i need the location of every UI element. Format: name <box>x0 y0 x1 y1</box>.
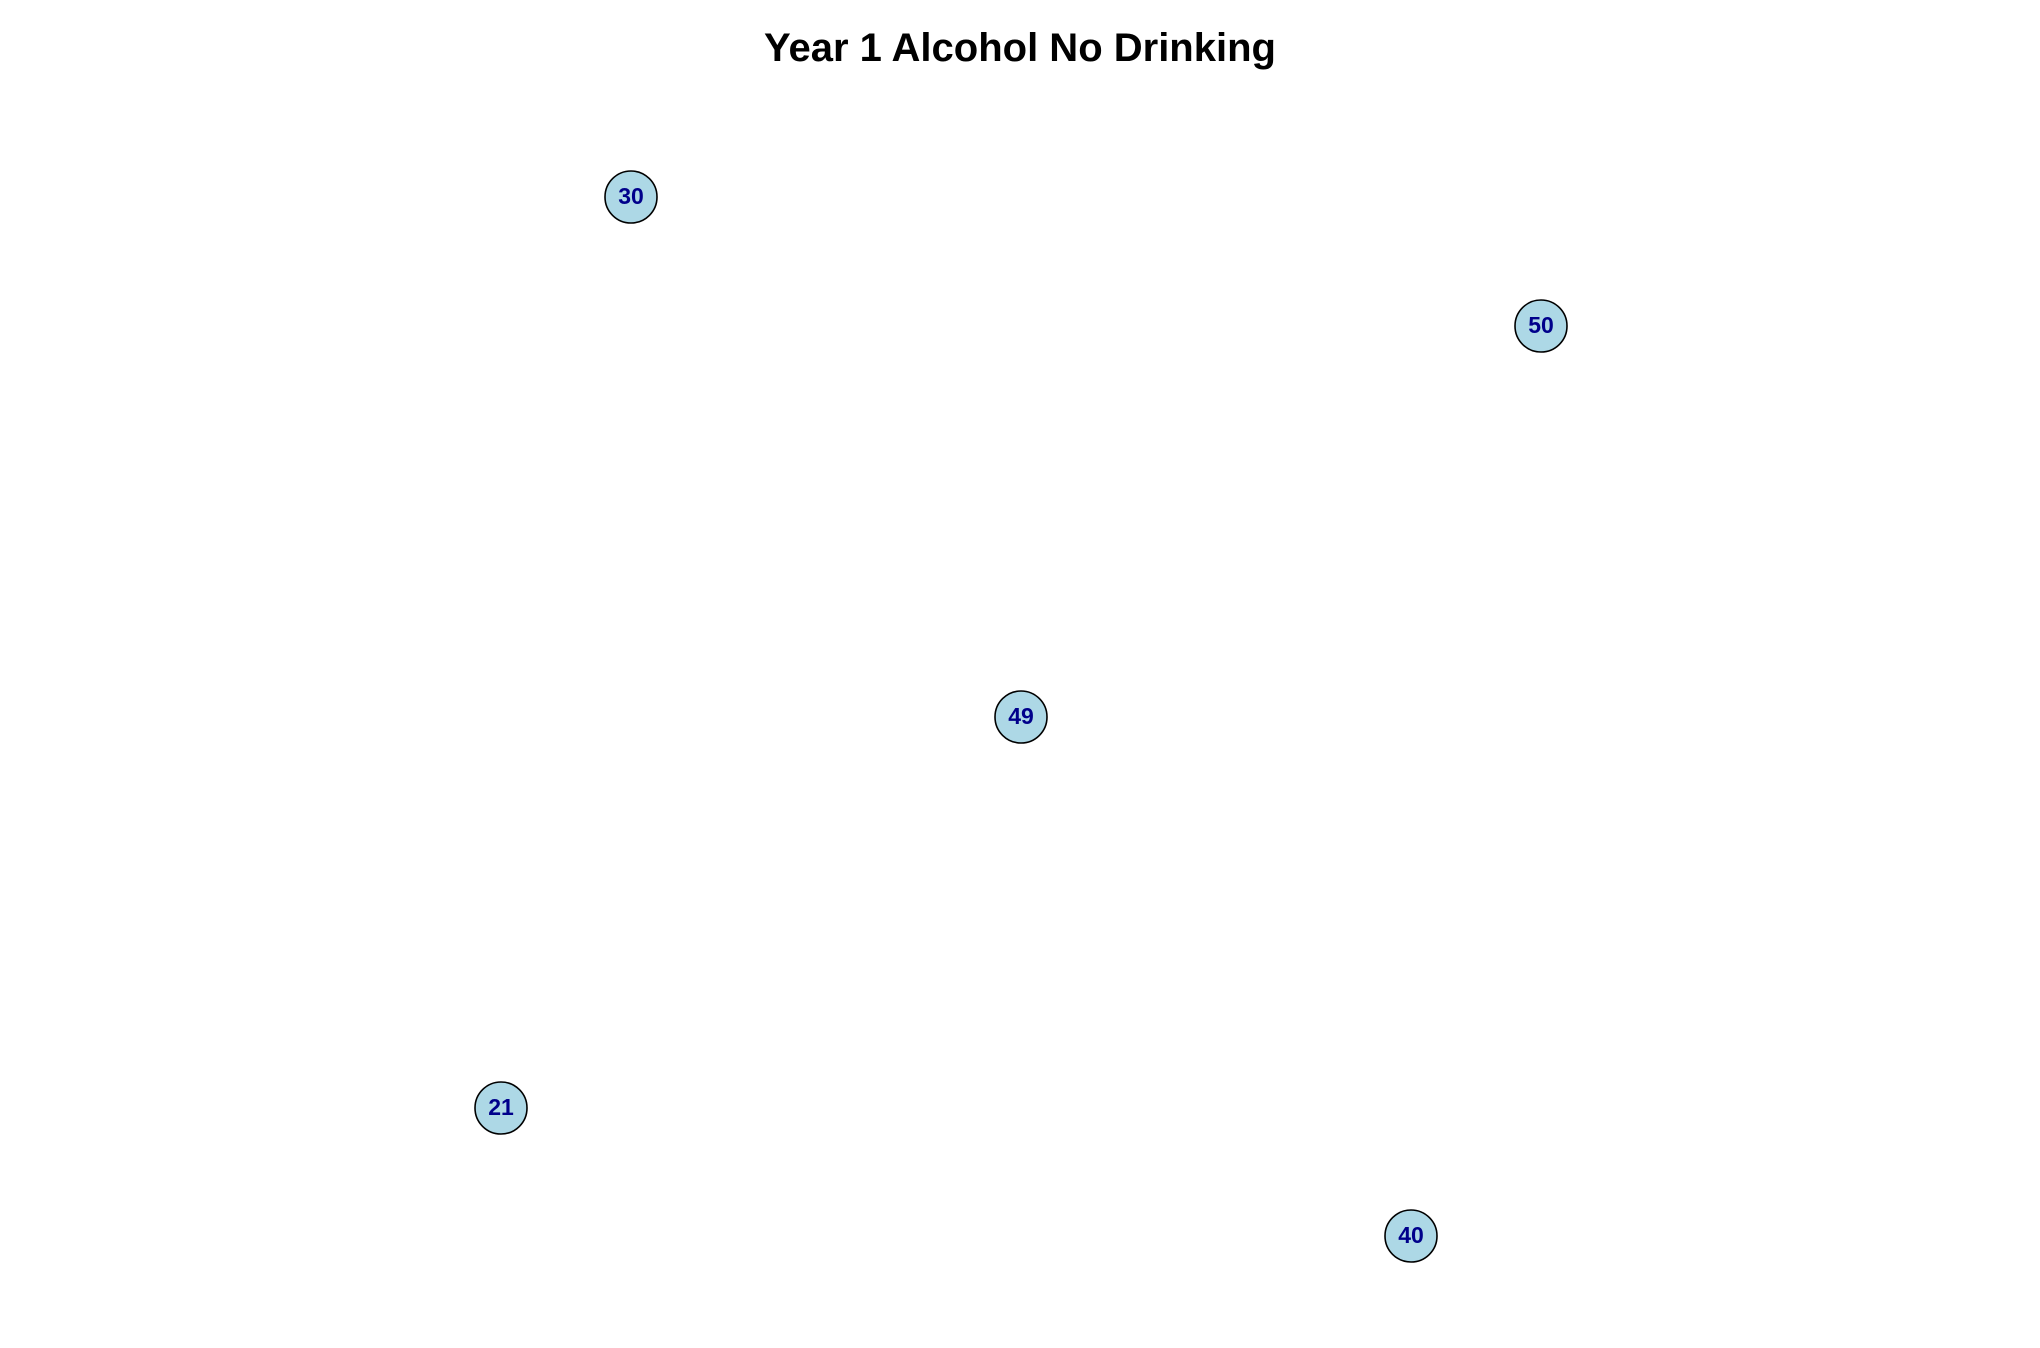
node-circle <box>604 170 658 224</box>
node-49: 49 <box>994 690 1048 744</box>
node-label: 50 <box>1528 312 1554 338</box>
node-50: 50 <box>1514 299 1568 353</box>
node-label: 30 <box>618 183 644 209</box>
node-40: 40 <box>1384 1209 1438 1263</box>
node-label: 49 <box>1008 703 1034 729</box>
node-circle <box>1384 1209 1438 1263</box>
graph-title: Year 1 Alcohol No Drinking <box>764 26 1276 70</box>
node-label: 21 <box>488 1094 514 1120</box>
node-circle <box>474 1081 528 1135</box>
node-label: 40 <box>1398 1222 1424 1248</box>
node-30: 30 <box>604 170 658 224</box>
node-circle <box>1514 299 1568 353</box>
node-circle <box>994 690 1048 744</box>
node-21: 21 <box>474 1081 528 1135</box>
